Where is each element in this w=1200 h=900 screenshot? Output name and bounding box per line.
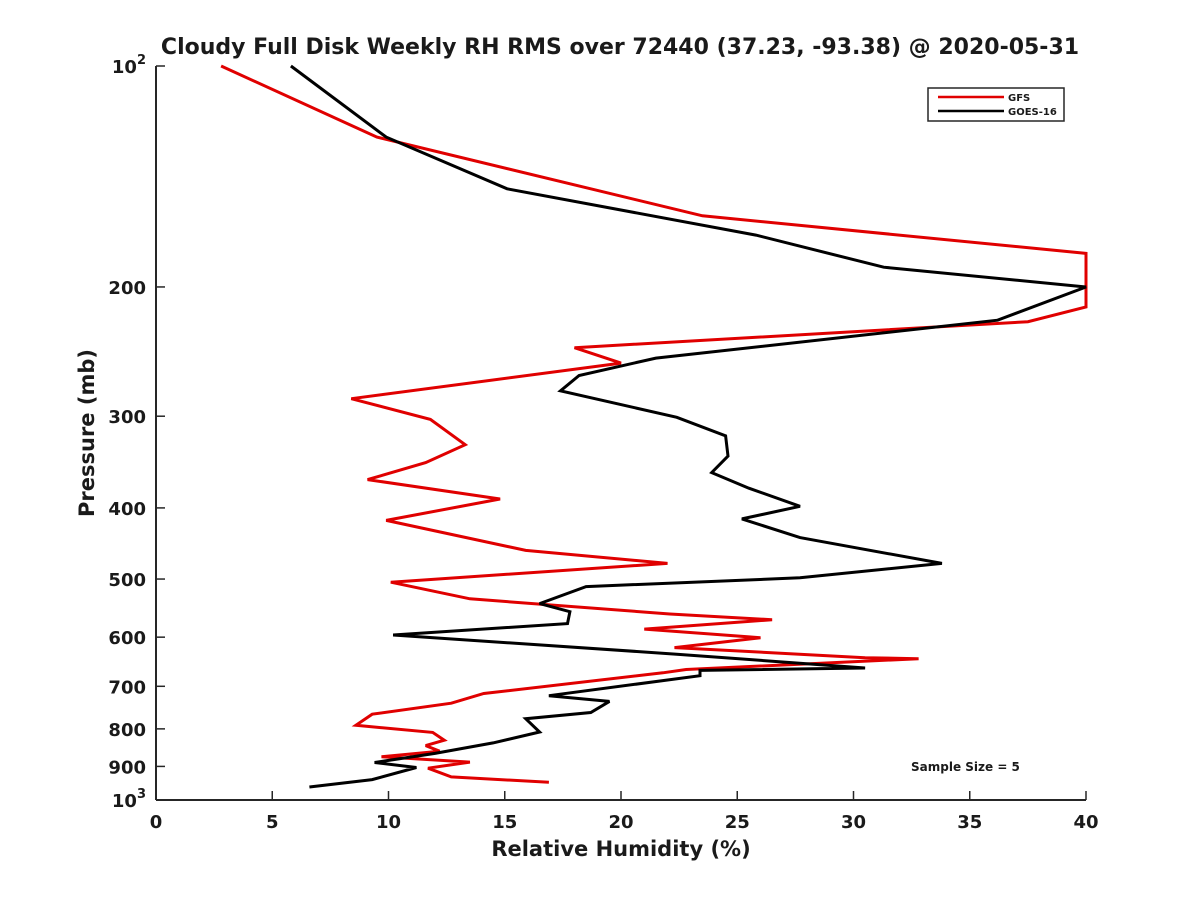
y-tick-label: 300 [108, 407, 146, 428]
y-tick-exponent: 2 [137, 53, 146, 68]
y-tick-label: 102 [112, 53, 146, 78]
y-tick-exponent: 3 [137, 787, 146, 802]
y-tick-label: 800 [108, 720, 146, 741]
legend-label-goes16: GOES-16 [1008, 107, 1057, 118]
x-tick-label: 40 [1073, 812, 1098, 833]
series-layer [220, 64, 1088, 789]
y-tick-label: 200 [108, 278, 146, 299]
x-tick-label: 20 [608, 812, 633, 833]
x-tick-label: 15 [492, 812, 517, 833]
y-tick-label: 900 [108, 757, 146, 778]
y-tick-label: 500 [108, 570, 146, 591]
x-tick-label: 35 [957, 812, 982, 833]
legend: GFS GOES-16 [927, 87, 1065, 122]
series-line-goes16 [290, 64, 1087, 789]
x-tick-label: 25 [725, 812, 750, 833]
legend-box [927, 87, 1065, 122]
legend-label-gfs: GFS [1008, 93, 1030, 104]
plot-area [155, 66, 1086, 801]
x-tick-label: 30 [841, 812, 866, 833]
x-tick-label: 10 [376, 812, 401, 833]
x-ticks: 0 5 10 15 20 25 30 35 40 [150, 791, 1099, 833]
x-tick-label: 0 [150, 812, 163, 833]
y-axis-title: Pressure (mb) [75, 349, 99, 517]
x-axis-title: Relative Humidity (%) [491, 837, 750, 861]
y-tick-label: 600 [108, 628, 146, 649]
sample-size-annotation: Sample Size = 5 [911, 760, 1020, 774]
series-line-gfs [220, 64, 1088, 784]
y-tick-base: 10 [112, 57, 137, 78]
x-tick-label: 5 [266, 812, 279, 833]
chart-title: Cloudy Full Disk Weekly RH RMS over 7244… [161, 35, 1079, 60]
y-tick-base: 10 [112, 791, 137, 812]
y-tick-label: 700 [108, 677, 146, 698]
y-tick-label: 400 [108, 499, 146, 520]
y-tick-label: 103 [112, 787, 146, 812]
